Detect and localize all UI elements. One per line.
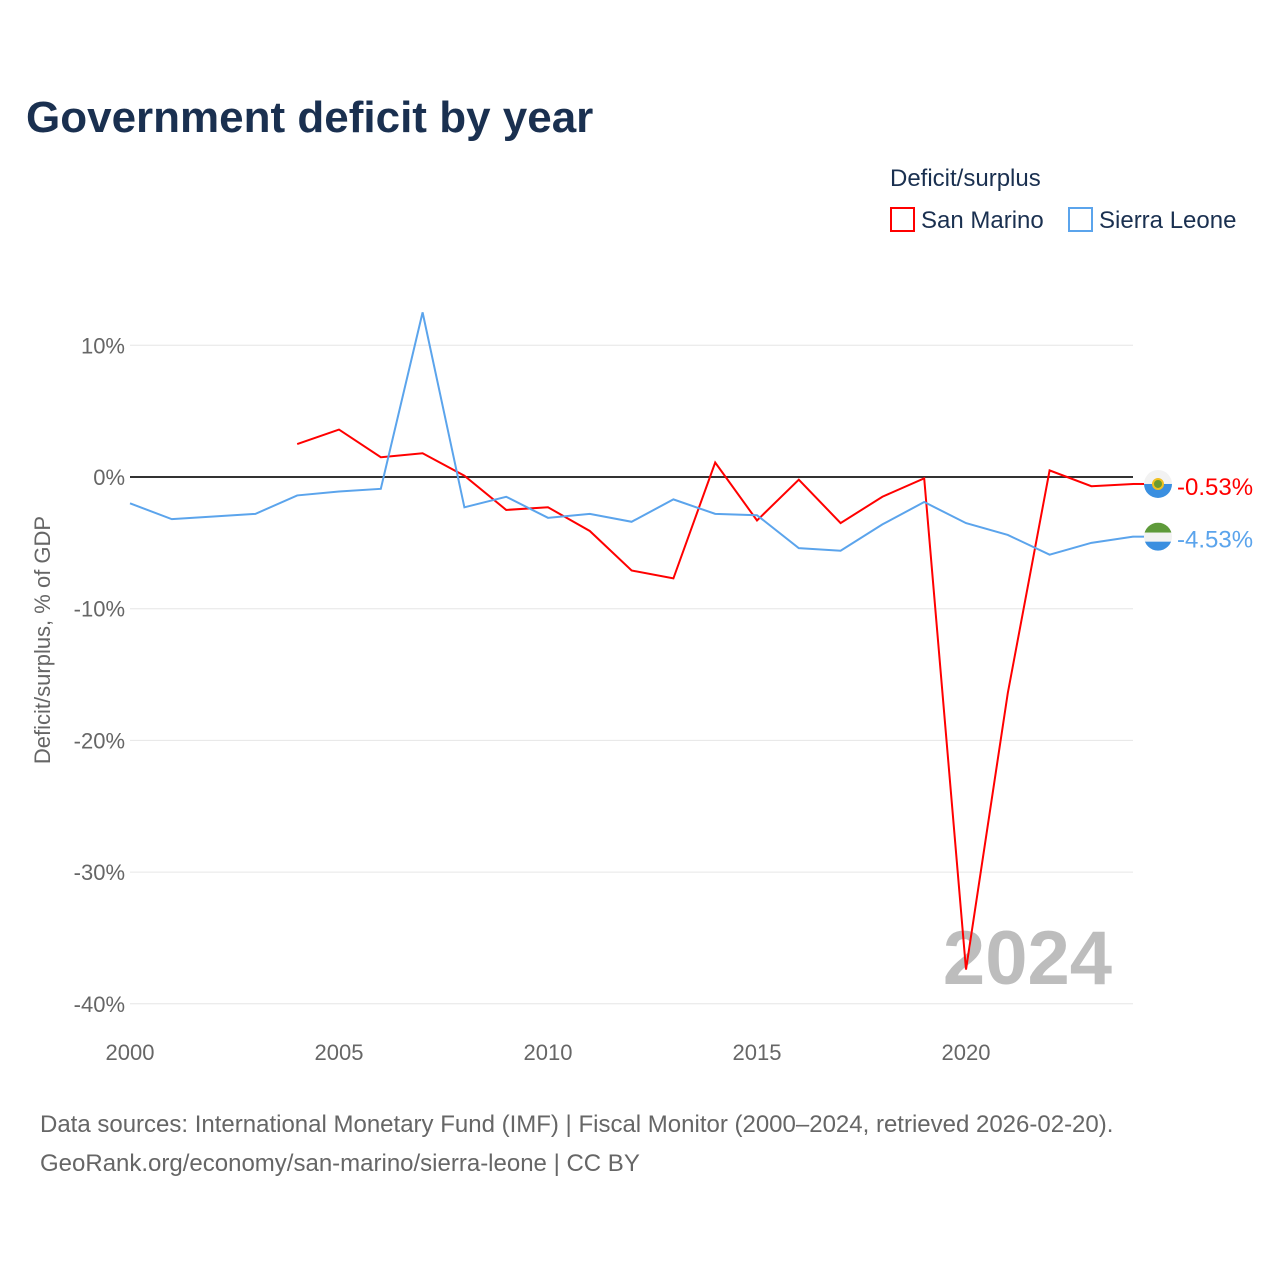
series-line-sierra-leone (129, 312, 1134, 556)
y-tick-label: -10% (74, 597, 125, 622)
flag-green-band (1144, 522, 1172, 533)
source-text: Data sources: International Monetary Fun… (40, 1111, 1113, 1138)
source-link[interactable]: GeoRank.org/economy/san-marino/sierra-le… (40, 1150, 640, 1177)
flag-white-band (1144, 469, 1172, 484)
y-tick-label: 0% (93, 465, 125, 490)
flag-body (1144, 469, 1172, 498)
y-tick-label: -40% (74, 992, 125, 1017)
sierra-leone-flag-icon (1144, 522, 1172, 551)
end-label-san-marino: -0.53% (1177, 474, 1253, 501)
san-marino-flag-icon (1144, 469, 1172, 498)
flag-blue-band (1144, 541, 1172, 551)
y-tick-label: 10% (81, 333, 125, 358)
legend-swatch (1068, 207, 1093, 232)
series-line-san-marino (296, 428, 1134, 970)
y-tick-label: -20% (74, 728, 125, 753)
flag-white-band (1144, 532, 1172, 542)
x-tick-label: 2020 (942, 1040, 991, 1065)
legend-swatch (890, 207, 915, 232)
x-tick-label: 2000 (106, 1040, 155, 1065)
legend-title: Deficit/surplus (890, 165, 1041, 192)
x-tick-label: 2015 (733, 1040, 782, 1065)
flag-blue-band (1144, 483, 1172, 498)
legend-item-sierra-leone[interactable]: Sierra Leone (1099, 207, 1236, 234)
chart-title: Government deficit by year (26, 93, 593, 142)
end-label-sierra-leone: -4.53% (1177, 527, 1253, 554)
legend-item-san-marino[interactable]: San Marino (921, 207, 1044, 234)
y-axis-label: Deficit/surplus, % of GDP (30, 516, 55, 764)
flag-emblem (1152, 477, 1164, 490)
x-tick-label: 2005 (315, 1040, 364, 1065)
y-tick-label: -30% (74, 860, 125, 885)
x-tick-label: 2010 (524, 1040, 573, 1065)
flag-body (1144, 522, 1172, 551)
